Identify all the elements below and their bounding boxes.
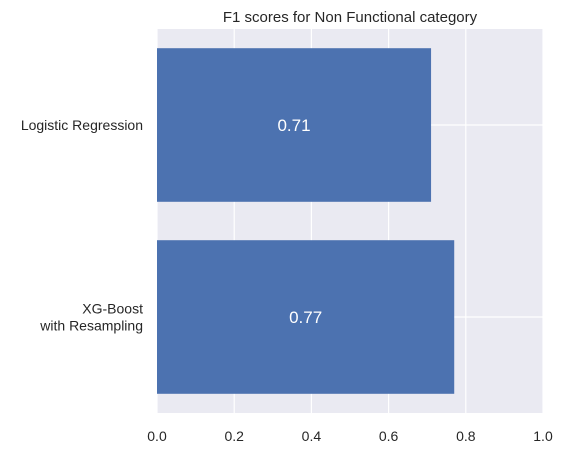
y-tick-label: Logistic Regression <box>21 117 143 133</box>
x-axis-ticks: 0.0 0.2 0.4 0.6 0.8 1.0 <box>147 428 553 444</box>
x-tick-label: 0.0 <box>147 428 167 444</box>
bar <box>157 240 455 394</box>
x-tick-label: 0.8 <box>456 428 476 444</box>
bar <box>157 48 432 202</box>
bar-value-label: 0.77 <box>289 308 322 327</box>
bars: 0.71 0.77 <box>157 48 455 394</box>
x-tick-label: 0.4 <box>302 428 322 444</box>
y-axis-ticks: Logistic Regression XG-Boost with Resampli… <box>21 117 143 334</box>
x-tick-label: 0.6 <box>379 428 399 444</box>
y-tick-label: XG-Boost with Resampling <box>39 301 143 334</box>
bar-value-label: 0.71 <box>277 116 310 135</box>
chart-title: F1 scores for Non Functional category <box>223 9 478 26</box>
x-tick-label: 0.2 <box>224 428 244 444</box>
x-tick-label: 1.0 <box>533 428 553 444</box>
